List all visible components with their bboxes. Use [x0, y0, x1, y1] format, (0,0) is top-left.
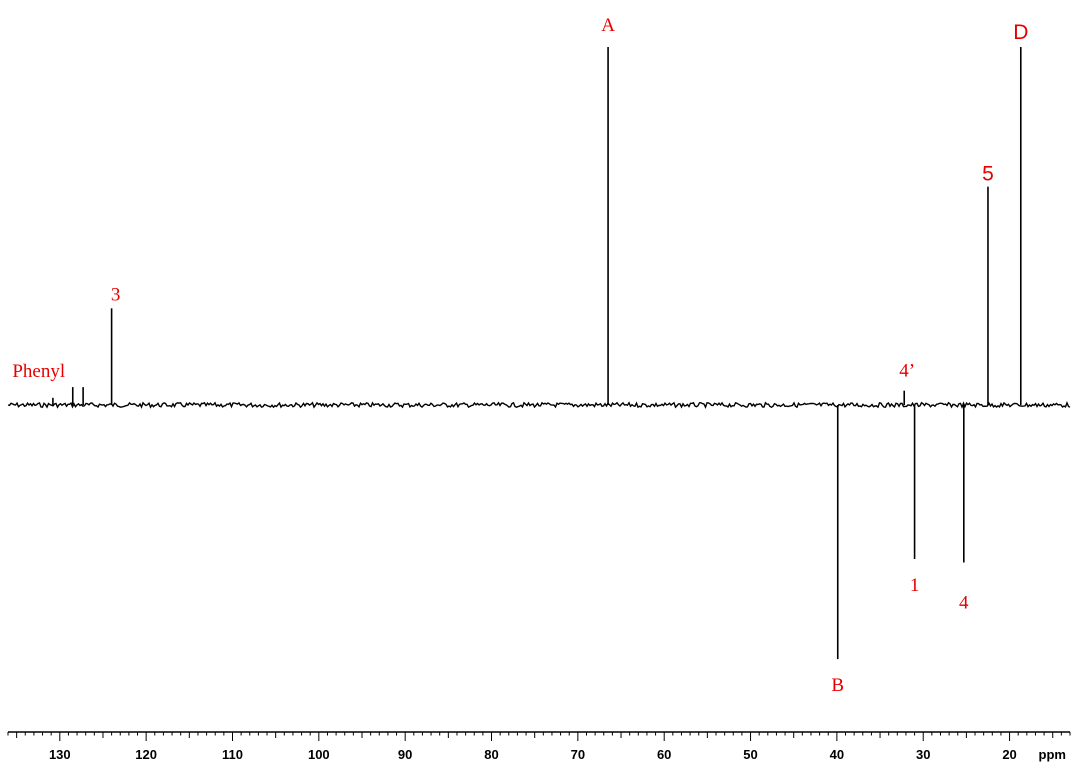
label-4-peak: 4’	[899, 361, 915, 382]
x-tick-label: 120	[135, 747, 157, 762]
x-tick-label: 60	[657, 747, 671, 762]
x-tick-label: 50	[743, 747, 757, 762]
x-tick-label: 80	[484, 747, 498, 762]
spectrum-baseline	[8, 403, 1070, 407]
label-b-peak: B	[831, 675, 844, 696]
label-5-peak: 5	[982, 163, 994, 186]
label-phenyl-peak: Phenyl	[12, 361, 65, 382]
x-tick-label: 70	[571, 747, 585, 762]
x-tick-label: 90	[398, 747, 412, 762]
x-tick-label: 110	[222, 747, 243, 762]
spectrum-layer	[8, 47, 1070, 659]
x-axis: 130 120 110 100 90 80 70 60 50 40 30 20 ppm	[8, 732, 1070, 762]
x-tick-label: 20	[1002, 747, 1016, 762]
label-4-peak: 4	[959, 593, 969, 614]
label-1-peak: 1	[910, 575, 920, 596]
x-tick-label: 130	[49, 747, 71, 762]
peak-labels-layer: A D 5 3 Phenyl 4’ B 1 4	[12, 15, 1028, 696]
x-axis-unit-label: ppm	[1039, 747, 1066, 762]
x-tick-label: 30	[916, 747, 930, 762]
label-3-peak: 3	[111, 284, 121, 305]
x-tick-label: 40	[830, 747, 844, 762]
label-d-peak: D	[1013, 21, 1028, 44]
label-a-peak: A	[601, 15, 615, 36]
x-tick-label: 100	[308, 747, 330, 762]
